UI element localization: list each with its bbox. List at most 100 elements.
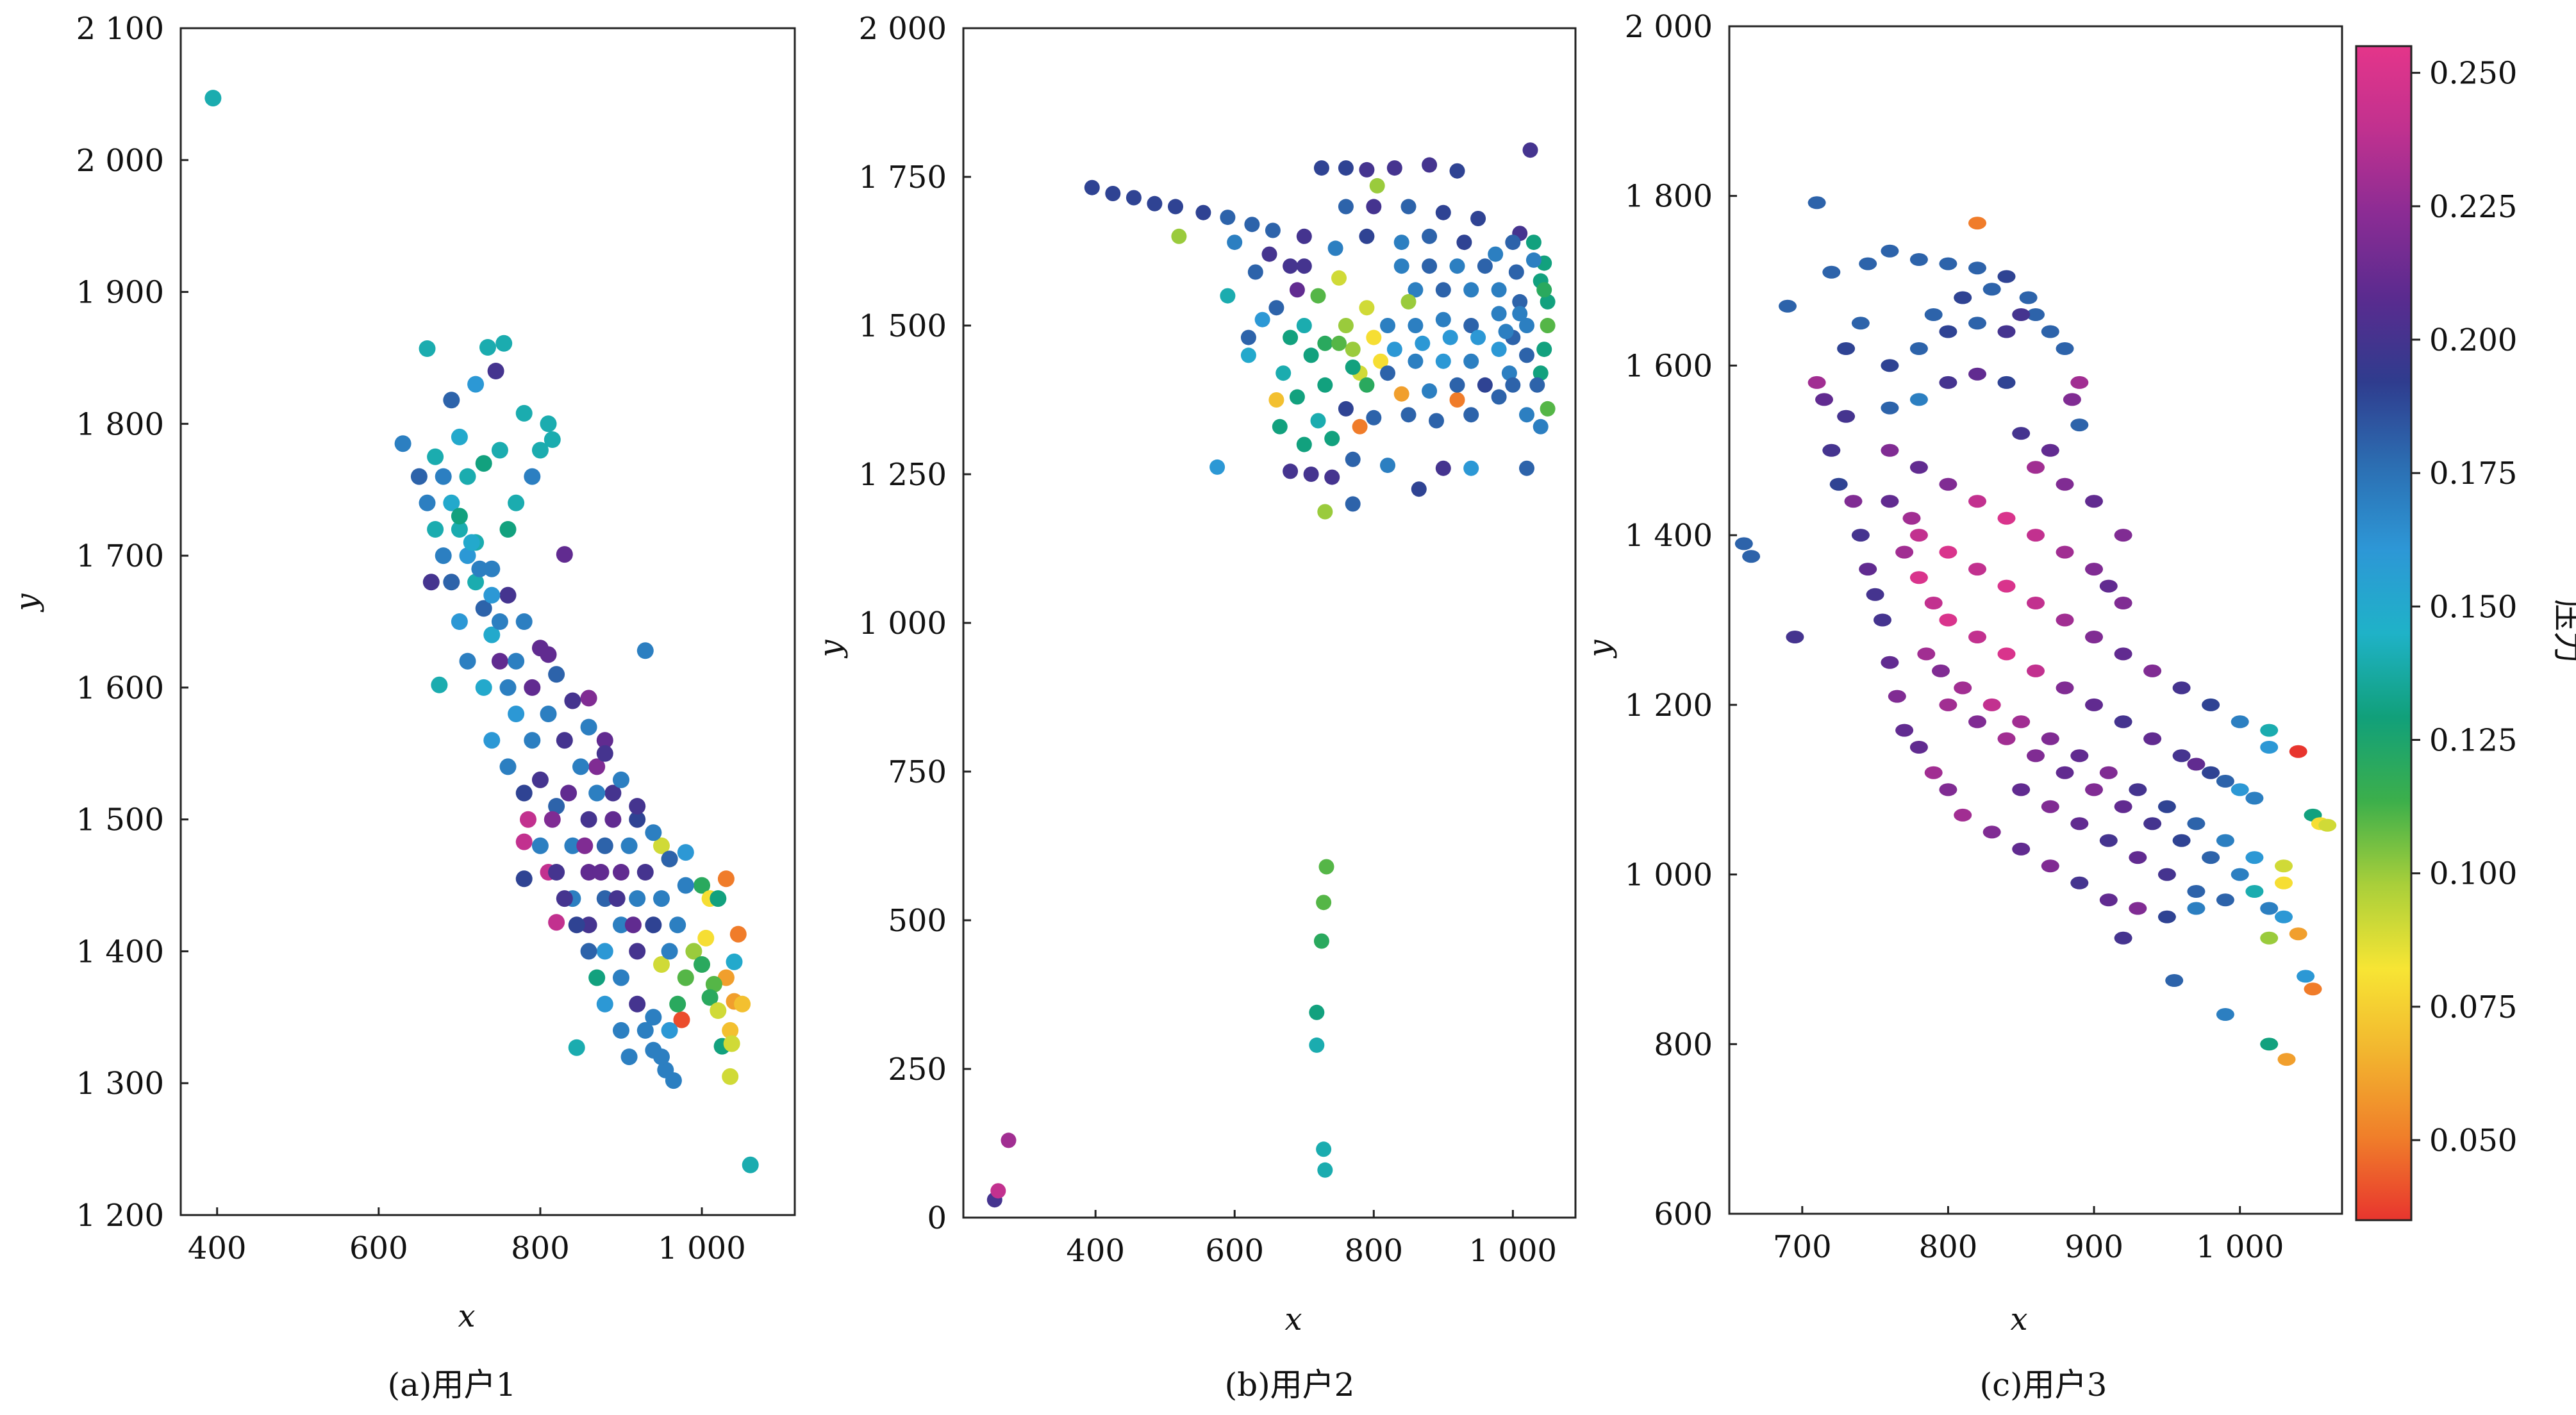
colorbar: 0.050 0.075 0.100 0.125 0.150 0.175 0.200 0.225… xyxy=(2355,45,2576,1221)
scatter-point xyxy=(1345,451,1361,467)
scatter-point xyxy=(1296,228,1312,244)
scatter-point xyxy=(1997,647,2016,661)
scatter-point xyxy=(1939,783,1957,797)
scatter-point xyxy=(1470,211,1486,226)
panel-caption: (b)用户2 xyxy=(1225,1366,1355,1403)
y-tick-label: 500 xyxy=(888,903,947,939)
scatter-point xyxy=(2187,902,2206,915)
colorbar-tick-label: 0.125 xyxy=(2429,723,2517,759)
scatter-point xyxy=(613,771,629,788)
scatter-point xyxy=(1386,342,1402,358)
scatter-point xyxy=(1422,228,1438,244)
scatter-point xyxy=(556,732,573,749)
scatter-point xyxy=(1435,311,1451,327)
scatter-point xyxy=(2187,817,2206,831)
scatter-point xyxy=(2027,308,2045,321)
scatter-point xyxy=(499,521,517,538)
scatter-point xyxy=(2056,613,2074,627)
scatter-point xyxy=(1435,282,1451,298)
scatter-point xyxy=(1881,443,1899,457)
scatter-point xyxy=(2277,1053,2296,1066)
scatter-point xyxy=(2245,885,2264,898)
scatter-point xyxy=(669,916,686,934)
scatter-point xyxy=(1331,270,1347,286)
scatter-point xyxy=(2012,427,2031,440)
scatter-point xyxy=(1997,579,2016,593)
scatter-point xyxy=(515,870,533,888)
scatter-point xyxy=(443,392,460,409)
scatter-point xyxy=(645,1009,662,1026)
scatter-point xyxy=(1982,825,2001,839)
scatter-point xyxy=(701,989,719,1006)
x-tick-label: 1 000 xyxy=(1469,1233,1557,1269)
scatter-point xyxy=(1779,299,1797,313)
scatter-point xyxy=(2172,681,2191,695)
scatter-point xyxy=(1393,235,1409,251)
scatter-point xyxy=(1909,529,1928,542)
scatter-point xyxy=(1380,365,1395,381)
scatter-point xyxy=(515,784,533,802)
x-axis-label: x xyxy=(1284,1302,1302,1337)
scatter-point xyxy=(629,943,646,960)
scatter-point xyxy=(1742,550,1761,563)
scatter-point xyxy=(520,811,536,828)
scatter-point xyxy=(2070,376,2089,389)
y-tick-label: 0 xyxy=(927,1200,947,1236)
scatter-point xyxy=(1924,308,1943,321)
scatter-point xyxy=(604,784,622,802)
scatter-point xyxy=(1316,1141,1332,1157)
plot-frame xyxy=(1728,25,2343,1215)
scatter-point xyxy=(568,916,585,934)
scatter-point xyxy=(596,890,613,907)
scatter-point xyxy=(1939,257,1957,270)
scatter-point xyxy=(1296,436,1312,452)
scatter-point xyxy=(596,745,613,762)
scatter-point xyxy=(694,877,710,894)
scatter-point xyxy=(2187,885,2206,898)
scatter-point xyxy=(1254,311,1270,327)
scatter-point xyxy=(1338,199,1354,215)
scatter-point xyxy=(710,1002,727,1019)
scatter-point xyxy=(588,784,606,802)
scatter-points xyxy=(204,90,759,1173)
scatter-point xyxy=(1265,222,1281,238)
scatter-point xyxy=(613,916,629,934)
scatter-point xyxy=(524,679,541,696)
scatter-point xyxy=(2019,291,2038,304)
scatter-point xyxy=(1195,204,1211,220)
scatter-point xyxy=(653,890,670,907)
colorbar-tick-label: 0.150 xyxy=(2429,589,2517,625)
scatter-point xyxy=(459,652,476,670)
scatter-point xyxy=(2172,749,2191,763)
colorbar-tick-label: 0.100 xyxy=(2429,856,2517,892)
scatter-point xyxy=(459,468,476,485)
scatter-point xyxy=(515,833,533,850)
scatter-point xyxy=(1536,342,1552,358)
scatter-point xyxy=(1105,186,1121,201)
scatter-point xyxy=(2070,876,2089,890)
scatter-point xyxy=(1289,282,1305,298)
scatter-point xyxy=(1309,1037,1325,1053)
scatter-point xyxy=(491,442,508,459)
scatter-point xyxy=(2129,851,2147,865)
scatter-point xyxy=(1939,376,1957,389)
scatter-point xyxy=(2172,834,2191,847)
y-tick-label: 1 000 xyxy=(1625,857,1713,893)
scatter-point xyxy=(564,837,581,854)
scatter-point xyxy=(2056,681,2074,695)
scatter-point xyxy=(1982,698,2001,711)
scatter-point xyxy=(2027,461,2045,474)
scatter-point xyxy=(544,811,561,828)
scatter-point xyxy=(596,837,613,854)
scatter-point xyxy=(1807,196,1826,210)
scatter-point xyxy=(1997,511,2016,525)
scatter-point xyxy=(2012,842,2031,856)
scatter-point xyxy=(1338,160,1354,176)
scatter-point xyxy=(1268,392,1284,408)
scatter-point xyxy=(677,969,694,986)
scatter-point xyxy=(694,956,710,973)
x-tick-label: 800 xyxy=(511,1230,570,1266)
scatter-point xyxy=(463,534,480,551)
scatter-point xyxy=(2027,597,2045,609)
colorbar-tick-label: 0.250 xyxy=(2429,56,2517,92)
